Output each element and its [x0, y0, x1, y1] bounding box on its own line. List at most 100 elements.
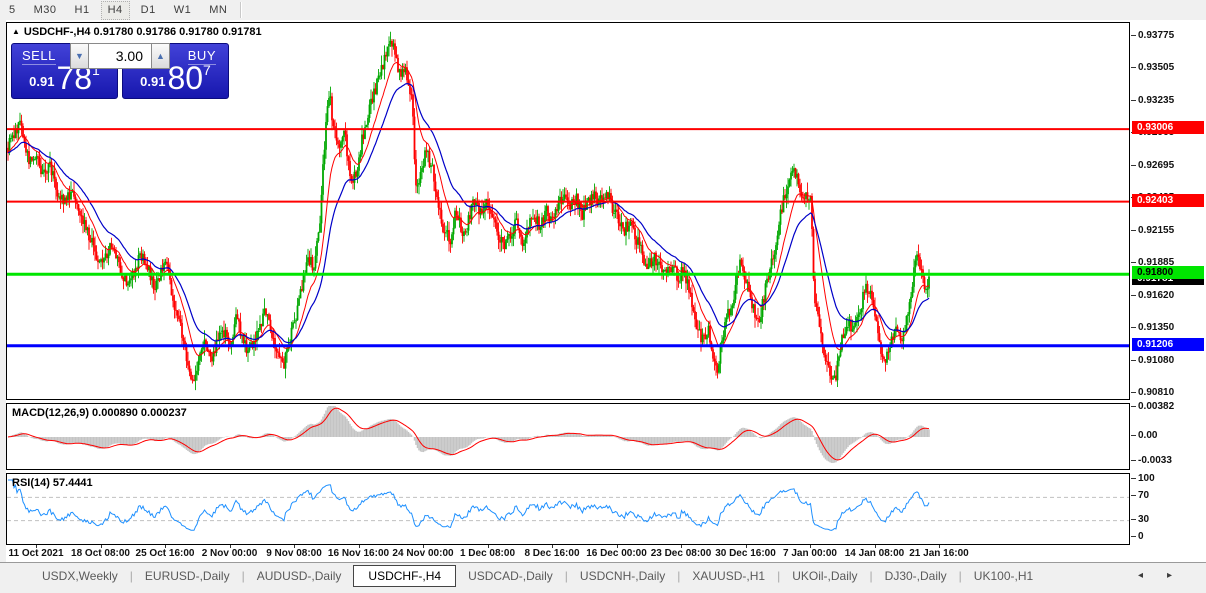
one-click-trade-panel: SELL 0.91781 BUY 0.91807 ▼ ▲	[11, 43, 229, 100]
chart-tab-xauusd-h1[interactable]: XAUUSD-,H1	[692, 569, 766, 583]
time-tick-label: 14 Jan 08:00	[844, 548, 905, 559]
volume-input[interactable]	[89, 43, 151, 69]
rsi-tick-label: 0	[1131, 531, 1144, 542]
macd-pane[interactable]: MACD(12,26,9) 0.000890 0.000237	[6, 403, 1130, 470]
price-tick-label: 0.92695	[1130, 159, 1175, 171]
tab-separator: |	[777, 569, 781, 583]
time-tick-label: 2 Nov 00:00	[201, 548, 258, 559]
time-tick	[165, 545, 166, 548]
toolbar-separator	[240, 2, 243, 18]
timeframe-button-h4[interactable]: H4	[100, 0, 130, 20]
time-axis[interactable]: 11 Oct 2021 18 Oct 08:00 25 Oct 16:00 2 Nov…	[6, 545, 1130, 562]
time-tick	[358, 545, 360, 548]
timeframe-button-d1[interactable]: D1	[140, 3, 156, 16]
time-tick	[616, 545, 618, 548]
time-tick-label: 1 Dec 08:00	[459, 548, 516, 559]
chart-tab-dj30-daily[interactable]: DJ30-,Daily	[884, 569, 947, 583]
price-tick-label: 0.91350	[1130, 322, 1175, 333]
chart-title: ▲ USDCHF-,H4 0.91780 0.91786 0.91780 0.91781	[12, 26, 265, 38]
price-tick-label: 0.91885	[1130, 257, 1175, 268]
timeframe-button-mn[interactable]: MN	[209, 3, 228, 16]
macd-tick-label: 0.00382	[1130, 401, 1175, 412]
time-tick-label: 11 Oct 2021	[8, 548, 64, 559]
rsi-tick-label: 100	[1131, 473, 1155, 484]
timeframe-button-m30[interactable]: M30	[33, 3, 57, 16]
price-tick-label: 0.90810	[1130, 387, 1175, 398]
tab-separator: |	[869, 569, 873, 583]
rsi-label: RSI(14) 57.4441	[12, 477, 93, 489]
price-tick-label: 0.93235	[1130, 94, 1175, 106]
macd-tick-label: -0.0033	[1131, 455, 1172, 466]
macd-signal-value: 0.000237	[140, 407, 187, 419]
tab-scroll-arrows: ◂▸	[1138, 570, 1196, 581]
price-tick-label: 0.91620	[1130, 289, 1175, 301]
price-tick-label: 0.91080	[1130, 354, 1175, 366]
candlestick-chart[interactable]	[7, 23, 1129, 399]
timeframe-toolbar: 5 M30 H1 H4 D1 W1 MN	[0, 0, 1206, 20]
tab-separator: |	[958, 569, 962, 583]
chart-tab-uk100-h1[interactable]: UK100-,H1	[973, 569, 1034, 583]
chart-tab-ukoil-daily[interactable]: UKOil-,Daily	[792, 569, 858, 583]
chart-tab-usdchf-h4[interactable]: USDCHF-,H4	[353, 565, 457, 587]
rsi-tick-label: 70	[1130, 490, 1150, 502]
volume-spinner: ▼ ▲	[70, 43, 170, 69]
chart-tab-audusd-daily[interactable]: AUDUSD-,Daily	[256, 569, 342, 583]
price-axis[interactable]: 0.937750.935050.932350.929650.926950.924…	[1130, 20, 1206, 562]
macd-label: MACD(12,26,9) 0.000890 0.000237	[12, 407, 187, 419]
macd-chart[interactable]	[7, 404, 1129, 469]
time-tick-label: 21 Jan 16:00	[909, 548, 969, 559]
volume-decrease-button[interactable]: ▼	[70, 43, 89, 69]
level-price-label: 0.93006	[1132, 121, 1204, 135]
chart-tab-usdcad-daily[interactable]: USDCAD-,Daily	[468, 569, 553, 583]
timeframe-button-h1[interactable]: H1	[74, 3, 90, 16]
time-tick	[100, 545, 102, 548]
tab-separator: |	[564, 569, 568, 583]
ohlc-low: 0.91780	[179, 26, 219, 38]
chart-tab-usdx-weekly[interactable]: USDX,Weekly	[42, 569, 118, 583]
level-price-label: 0.91800	[1132, 266, 1204, 280]
time-tick	[487, 545, 489, 548]
rsi-chart[interactable]	[7, 474, 1129, 544]
tab-scroll-right-button[interactable]: ▸	[1166, 570, 1196, 581]
time-tick-label: 23 Dec 08:00	[650, 548, 712, 559]
chart-tab-bar: USDX,Weekly | EURUSD-,Daily | AUDUSD-,Daily U…	[0, 562, 1206, 593]
timeframe-button-w1[interactable]: W1	[173, 3, 192, 16]
time-tick-label: 18 Oct 08:00	[71, 548, 130, 559]
time-tick	[874, 545, 876, 548]
volume-increase-button[interactable]: ▲	[151, 43, 170, 69]
chart-tab-eurusd-daily[interactable]: EURUSD-,Daily	[144, 569, 230, 583]
timeframe-button-5[interactable]: 5	[9, 3, 16, 16]
chart-tab-usdcnh-daily[interactable]: USDCNH-,Daily	[579, 569, 666, 583]
time-tick	[552, 545, 553, 548]
tab-scroll-left-button[interactable]: ◂	[1137, 570, 1167, 581]
level-price-label: 0.92403	[1132, 193, 1204, 207]
time-tick	[745, 545, 747, 548]
time-tick	[939, 545, 940, 548]
time-tick	[294, 545, 295, 548]
collapse-window-icon[interactable]: ▲	[12, 27, 20, 36]
time-tick	[36, 545, 37, 548]
ohlc-open: 0.91780	[93, 26, 134, 38]
time-tick-label: 30 Dec 16:00	[715, 548, 776, 559]
time-tick-label: 8 Dec 16:00	[524, 548, 580, 559]
time-tick	[229, 545, 231, 548]
tab-separator: |	[241, 569, 245, 583]
time-tick-label: 16 Dec 00:00	[586, 548, 647, 559]
rsi-pane[interactable]: RSI(14) 57.4441	[6, 473, 1130, 545]
buy-price: 0.91807	[140, 60, 211, 96]
time-tick-label: 24 Nov 00:00	[392, 548, 454, 559]
price-tick-label: 0.93775	[1130, 29, 1175, 41]
time-tick	[423, 545, 424, 548]
rsi-tick-label: 30	[1130, 513, 1150, 525]
sell-label: SELL	[22, 44, 56, 65]
price-tick-label: 0.92155	[1130, 224, 1175, 236]
buy-label: BUY	[187, 44, 216, 65]
level-price-label: 0.91206	[1132, 337, 1204, 351]
main-price-pane[interactable]: ▲ USDCHF-,H4 0.91780 0.91786 0.91780 0.91781 …	[6, 22, 1130, 400]
tab-separator: |	[129, 569, 133, 583]
ohlc-close: 0.91781	[221, 26, 262, 38]
buy-button[interactable]: BUY 0.91807	[122, 43, 229, 99]
time-tick-label: 9 Nov 08:00	[266, 548, 322, 559]
chart-symbol-period: USDCHF-,H4	[23, 26, 91, 38]
time-tick	[681, 545, 682, 548]
